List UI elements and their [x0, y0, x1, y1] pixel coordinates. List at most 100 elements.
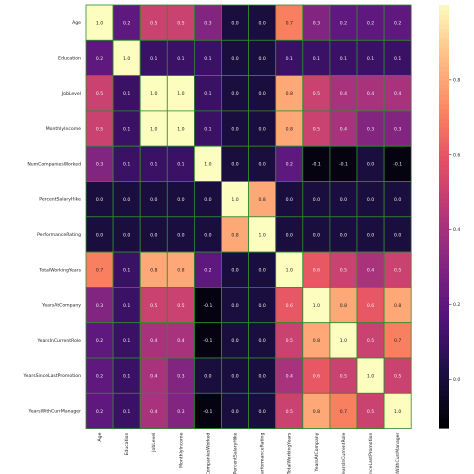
colorbar-segment [439, 352, 449, 359]
x-tick-label: PercentSalaryHike [233, 432, 239, 474]
colorbar-segment [439, 131, 449, 138]
heatmap-cell [193, 39, 222, 76]
cell-value-label: 0.0 [150, 232, 157, 238]
colorbar-segment [439, 150, 449, 156]
colorbar-segment [439, 343, 449, 349]
cell-value-label: 1.0 [286, 268, 293, 274]
cell-value-label: 0.4 [367, 268, 374, 274]
heatmap-cell [221, 286, 250, 324]
colorbar-segment [439, 141, 449, 147]
cell-value-label: 1.0 [340, 338, 347, 344]
cell-value-label: 0.0 [394, 232, 401, 238]
colorbar-segment [439, 19, 449, 25]
cell-value-label: 0.5 [150, 20, 157, 26]
y-tick-label: JobLevel [61, 91, 81, 97]
cell-value-label: 0.4 [340, 91, 347, 97]
cell-value-label: 0.1 [150, 56, 157, 62]
cell-value-label: 0.1 [123, 409, 130, 415]
cell-value-label: 0.5 [394, 268, 401, 274]
colorbar-segment [439, 113, 449, 119]
colorbar-segment [439, 282, 449, 288]
cell-value-label: 0.6 [313, 268, 320, 274]
colorbar-segment [439, 56, 449, 62]
cell-value-label: 0.1 [204, 91, 211, 97]
heatmap-cell [193, 75, 222, 112]
cell-value-label: 1.0 [231, 197, 238, 203]
cell-value-label: 0.7 [394, 338, 401, 344]
heatmap-cell [112, 216, 141, 253]
cell-value-label: 0.7 [340, 409, 347, 415]
cell-value-label: -0.1 [203, 338, 212, 344]
colorbar-segment [439, 164, 449, 171]
colorbar-segment [439, 117, 449, 124]
cell-value-label: 0.0 [258, 268, 265, 274]
colorbar-segment [439, 409, 449, 415]
colorbar-segment [439, 315, 449, 321]
cell-value-label: 0.0 [231, 91, 238, 97]
cell-value-label: 0.0 [258, 162, 265, 168]
heatmap-cell [112, 357, 141, 394]
heatmap-cell [248, 392, 277, 429]
cell-value-label: 0.1 [367, 56, 374, 62]
cell-value-label: 1.0 [258, 232, 265, 238]
cell-value-label: 0.8 [313, 409, 320, 415]
cell-value-label: 0.4 [286, 373, 293, 379]
colorbar-segment [439, 193, 449, 199]
colorbar-segment [439, 5, 449, 11]
x-tick-label: NumCompaniesWorked [205, 433, 211, 474]
heatmap-cell [275, 145, 304, 182]
cell-value-label: 1.0 [150, 126, 157, 132]
heatmap-cell [356, 39, 385, 76]
heatmap-cell [139, 251, 168, 288]
cell-value-label: 0.4 [340, 126, 347, 132]
cell-value-label: 0.8 [286, 126, 293, 132]
heatmap-cell [302, 286, 331, 324]
heatmap-cell [166, 357, 195, 394]
cell-value-label: 0.1 [123, 91, 130, 97]
heatmap-cell [356, 322, 385, 359]
y-tick-label: YearsAtCompany [41, 303, 81, 309]
colorbar-segment [439, 240, 449, 246]
colorbar-tick-label: 0.6 [453, 152, 460, 158]
colorbar-segment [439, 202, 449, 208]
cell-value-label: 0.1 [394, 56, 401, 62]
heatmap-cell [85, 181, 114, 218]
cell-value-label: 0.7 [96, 268, 103, 274]
cell-value-label: 0.2 [367, 20, 374, 26]
colorbar-segment [439, 395, 449, 401]
cell-value-label: 0.0 [286, 197, 293, 203]
heatmap-cell [248, 216, 277, 253]
cell-value-label: 0.4 [367, 91, 374, 97]
cell-value-label: 0.5 [96, 126, 103, 132]
heatmap-cells: 1.0 0.2 0.5 0.5 0.3 0.0 0.0 0.7 0.3 0.2 0.2 0.2 0.2 1… [85, 4, 412, 429]
heatmap-cell [166, 39, 195, 76]
cell-value-label: 1.0 [96, 20, 103, 26]
cell-value-label: 0.5 [367, 338, 374, 344]
cell-value-label: 0.2 [123, 20, 130, 26]
colorbar-segment [439, 305, 449, 312]
cell-value-label: 0.0 [231, 126, 238, 132]
x-tick-label: Age [97, 432, 103, 441]
x-tick-label: TotalWorkingYears [287, 432, 293, 474]
cell-value-label: 0.1 [123, 162, 130, 168]
heatmap-cell [221, 39, 250, 76]
heatmap-cell [248, 145, 277, 182]
x-tick-label: YearsWithCurrManager [395, 432, 401, 474]
colorbar-segment [439, 381, 449, 387]
heatmap-cell [248, 322, 277, 359]
heatmap-cell [112, 392, 141, 429]
cell-value-label: 0.0 [340, 232, 347, 238]
cell-value-label: 0.8 [340, 303, 347, 309]
heatmap-cell [85, 216, 114, 253]
heatmap-cell [275, 181, 304, 218]
cell-value-label: 0.1 [204, 56, 211, 62]
y-tick-label: Education [58, 55, 81, 61]
cell-value-label: 0.4 [177, 338, 184, 344]
colorbar-segment [439, 33, 449, 39]
colorbar-segment [439, 61, 449, 67]
colorbar-segment [439, 254, 449, 260]
heatmap-cell [166, 251, 195, 288]
heatmap-cell [383, 39, 412, 76]
colorbar-tick-label: 0.2 [453, 302, 460, 308]
cell-value-label: 0.1 [123, 373, 130, 379]
